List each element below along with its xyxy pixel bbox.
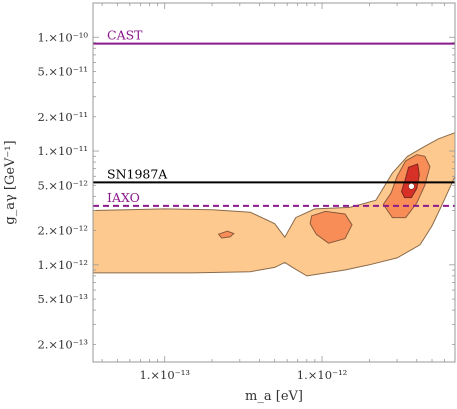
contour-regions (92, 131, 456, 277)
region-inner-1 (309, 210, 353, 244)
reference-line-labels: CAST SN1987A IAXO (107, 28, 168, 205)
best-fit-point (408, 182, 415, 190)
y-tick-label: 1.×10⁻¹⁰ (37, 30, 88, 44)
region-inner-2 (217, 230, 235, 239)
x-tick-label: 1.×10⁻¹² (297, 368, 348, 382)
y-tick-label: 5.×10⁻¹³ (37, 292, 88, 306)
reference-lines (93, 42, 455, 207)
plot-frame (92, 2, 456, 363)
region-core-4 (400, 163, 420, 199)
y-tick-label: 2.×10⁻¹² (37, 224, 88, 238)
label-iaxo: IAXO (107, 190, 140, 205)
best-fit-marker (408, 182, 415, 190)
y-axis-label: g_aγ [GeV⁻¹] (3, 140, 18, 224)
y-tick-label: 2.×10⁻¹¹ (37, 110, 88, 124)
x-axis-label: m_a [eV] (245, 389, 303, 404)
label-sn1987a: SN1987A (107, 166, 168, 181)
y-tick-label: 5.×10⁻¹² (37, 178, 88, 192)
y-tick-label: 2.×10⁻¹³ (37, 337, 88, 351)
label-cast: CAST (107, 28, 143, 43)
x-axis-ticks: 1.×10⁻¹³ 1.×10⁻¹² (101, 3, 456, 382)
y-tick-label: 1.×10⁻¹¹ (37, 144, 88, 158)
y-axis-ticks: 2.×10⁻¹³ 5.×10⁻¹³ 1.×10⁻¹² 2.×10⁻¹² 5.×10⁻¹²… (37, 2, 455, 351)
y-tick-label: 1.×10⁻¹² (37, 258, 88, 272)
y-tick-label: 5.×10⁻¹¹ (37, 65, 88, 79)
x-tick-label: 1.×10⁻¹³ (139, 368, 190, 382)
